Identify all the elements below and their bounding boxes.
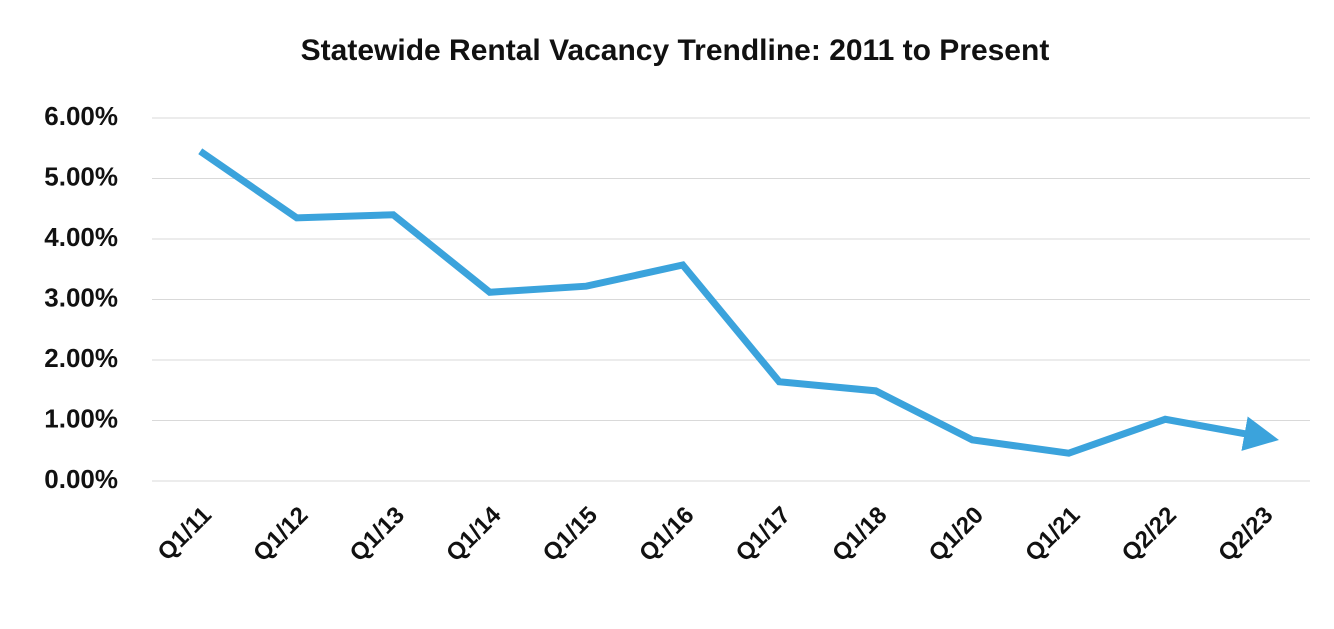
y-tick-label: 3.00% xyxy=(44,282,118,312)
y-tick-label: 1.00% xyxy=(44,403,118,433)
y-tick-label: 5.00% xyxy=(44,161,118,191)
y-tick-label: 4.00% xyxy=(44,222,118,252)
y-tick-label: 6.00% xyxy=(44,101,118,131)
y-tick-label: 0.00% xyxy=(44,464,118,494)
chart-title: Statewide Rental Vacancy Trendline: 2011… xyxy=(301,34,1050,67)
y-tick-label: 2.00% xyxy=(44,343,118,373)
trend-line xyxy=(198,148,1279,457)
